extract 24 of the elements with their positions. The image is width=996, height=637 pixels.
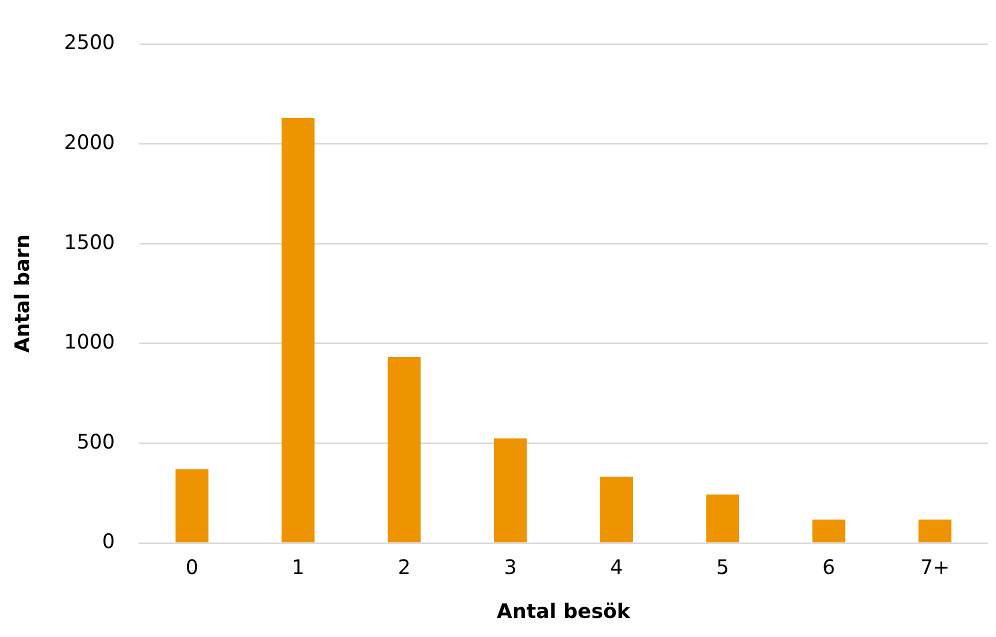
bar [600, 476, 633, 542]
x-tick-label: 2 [398, 555, 411, 580]
x-axis-title: Antal besök [496, 599, 631, 624]
x-tick-label: 3 [504, 555, 517, 580]
x-tick-label: 7+ [920, 555, 950, 580]
bar [812, 520, 846, 542]
y-tick-label: 1500 [64, 230, 115, 254]
x-tick-label: 0 [186, 555, 198, 580]
bar [176, 469, 208, 542]
bar [494, 438, 527, 542]
bar [388, 356, 421, 542]
y-tick-label: 0 [102, 529, 115, 554]
bar [282, 118, 315, 542]
bar [706, 494, 740, 542]
y-axis-title: Antal barn [10, 234, 34, 353]
bar [918, 520, 952, 542]
y-tick-label: 500 [76, 429, 115, 454]
x-tick-label: 4 [610, 555, 623, 580]
y-tick-label: 2000 [64, 130, 115, 154]
y-tick-label: 1000 [64, 330, 115, 354]
x-tick-label: 5 [716, 555, 730, 580]
x-tick-label: 6 [822, 555, 836, 580]
x-tick-label: 1 [292, 555, 304, 580]
y-tick-label: 2500 [64, 30, 115, 54]
